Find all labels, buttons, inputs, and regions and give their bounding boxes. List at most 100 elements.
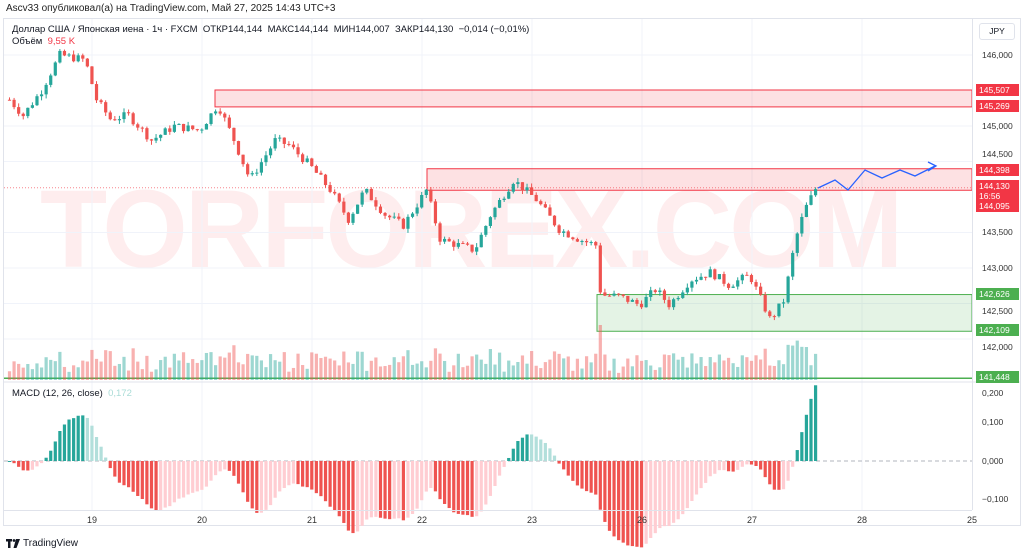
volume-bar (621, 366, 625, 380)
candle-body (227, 117, 231, 128)
volume-bar (81, 360, 85, 380)
volume-bar (149, 371, 154, 380)
time-tick: 27 (746, 515, 758, 525)
volume-bar (813, 353, 818, 380)
macd-histogram-bar (255, 461, 259, 513)
tradingview-logo[interactable]: TradingView (6, 538, 78, 549)
macd-histogram-bar (342, 461, 346, 523)
macd-label[interactable]: MACD (12, 26, close) (12, 388, 103, 399)
macd-histogram-bar (328, 461, 332, 507)
candle-body (246, 164, 250, 175)
candle-body (122, 112, 126, 120)
macd-histogram-bar (649, 461, 653, 539)
macd-histogram-bar (291, 461, 296, 484)
macd-histogram-bar (447, 461, 451, 509)
volume-bar (575, 358, 580, 380)
volume-bar (209, 352, 213, 380)
macd-histogram-bar (502, 461, 506, 467)
macd-histogram-bar (667, 461, 671, 527)
macd-histogram-bar (136, 461, 140, 496)
macd-histogram-bar (177, 461, 181, 499)
macd-histogram-bar (278, 461, 282, 492)
volume-bar (768, 365, 772, 380)
macd-histogram-bar (552, 455, 557, 461)
volume-bar (264, 367, 268, 380)
volume-bar (241, 364, 245, 380)
volume-bar (44, 357, 48, 380)
volume-bar (301, 365, 305, 380)
volume-bar (49, 359, 53, 380)
macd-histogram-bar (401, 461, 405, 521)
volume-bar (117, 363, 122, 380)
volume-bar (465, 365, 470, 380)
currency-button[interactable]: JPY (979, 23, 1015, 40)
symbol-name[interactable]: Доллар США / Японская иена · 1ч · FXCM (12, 24, 198, 35)
macd-histogram-bar (516, 441, 520, 461)
candle-body (649, 290, 653, 297)
candle-body (72, 54, 76, 62)
macd-histogram-bar (397, 461, 401, 519)
candle-body (754, 282, 758, 287)
candle-body (484, 225, 488, 235)
candle-body (209, 113, 213, 124)
volume-bar (639, 360, 644, 380)
volume-label[interactable]: Объём (12, 36, 43, 47)
volume-bar (319, 358, 323, 380)
macd-histogram-bar (346, 461, 351, 531)
volume-bar (681, 356, 685, 380)
macd-histogram-bar (745, 461, 749, 465)
volume-bar (763, 348, 767, 380)
volume-bar (99, 361, 103, 380)
candle-body (337, 193, 341, 202)
volume-bar (26, 364, 30, 380)
volume-bar (461, 367, 465, 380)
time-axis[interactable]: 19 20 21 22 23 26 27 28 25 (3, 510, 977, 526)
macd-histogram-bar (296, 461, 300, 485)
candle-body (310, 158, 314, 167)
candle-body (383, 212, 387, 216)
bar-countdown: 16:56 (979, 191, 1001, 201)
macd-histogram-bar (612, 461, 616, 537)
candle-body (301, 154, 305, 163)
candle-body (223, 113, 227, 118)
volume-bar (104, 350, 108, 380)
candle-body (255, 172, 259, 174)
candle-body (447, 238, 451, 242)
macd-histogram-bar (264, 461, 268, 510)
volume-bar (58, 351, 62, 380)
candle-body (768, 311, 772, 317)
price-axis[interactable]: JPY 146,000 145,000 144,500 143,500 143,… (972, 19, 1020, 510)
macd-histogram-bar (520, 437, 525, 461)
macd-histogram-bar (351, 461, 355, 534)
candle-body (571, 237, 575, 240)
volume-bar (488, 349, 492, 380)
macd-histogram-bar (218, 461, 222, 472)
symbol-legend: Доллар США / Японская иена · 1ч · FXCM О… (12, 24, 529, 48)
macd-histogram-bar (589, 461, 593, 493)
macd-histogram-bar (598, 461, 602, 510)
candle-body (200, 129, 204, 131)
last-price-label: 144,130 16:56 144,095 (976, 180, 1019, 212)
candle-body (493, 207, 497, 218)
macd-histogram-bar (690, 461, 694, 502)
macd-tick: 0,200 (982, 388, 1004, 398)
volume-bar (337, 365, 341, 380)
volume-bar (722, 360, 726, 380)
macd-histogram-bar (21, 461, 25, 471)
candle-body (575, 239, 580, 242)
macd-value: 0,172 (108, 388, 132, 399)
candle-body (502, 198, 506, 201)
candle-body (800, 216, 804, 234)
volume-bar (17, 363, 21, 380)
candle-body (639, 303, 644, 308)
candle-body (291, 144, 296, 148)
candle-body (374, 200, 378, 207)
candle-body (76, 55, 80, 62)
volume-bar (745, 357, 749, 380)
time-tick: 23 (526, 515, 538, 525)
candle-body (420, 194, 424, 208)
candle-body (653, 290, 657, 293)
volume-bar (690, 353, 694, 380)
volume-bar (456, 353, 460, 380)
